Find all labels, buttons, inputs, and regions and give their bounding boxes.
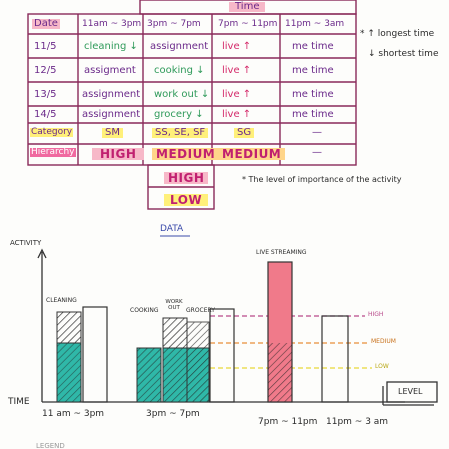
category-value: SS, SE, SF [152,128,209,138]
cell-activity: assignment [82,109,141,120]
hierarchy-value: — [312,147,322,158]
cell-activity: cooking ↓ [154,65,205,76]
note-shortest: ↓ shortest time [368,49,439,59]
chart-axes [37,248,405,403]
chart-title: DATA [160,224,184,234]
level-label-low: LOW [375,363,389,370]
x-tick-label: 3pm ~ 7pm [146,409,200,419]
category-value: — [312,127,322,138]
x-tick-label: 11pm ~ 3 am [326,417,389,427]
bar-group-11pm-3am [321,315,349,403]
category-value: SG [234,128,255,138]
header-slot-2: 3pm ~ 7pm [147,19,201,29]
cell-activity: me time [292,65,334,76]
y-axis-label: ACTIVITY [10,239,42,247]
header-slot-3: 7pm ~ 11pm [218,19,278,29]
bar-group-11am-3pm [56,306,108,403]
row-date: 12/5 [34,65,57,76]
header-slot-4: 11pm ~ 3am [285,19,345,29]
level-label-medium: MEDIUM [371,338,396,345]
note-importance: * The level of importance of the activit… [242,175,402,184]
x-axis-label: TIME [8,397,30,407]
cell-activity: me time [292,41,334,52]
cell-activity: live ↑ [222,89,252,100]
bar-live-streaming-hatch [268,343,292,402]
cell-activity: work out ↓ [154,89,210,100]
cell-activity: grocery ↓ [154,109,204,120]
note-shortest-text: shortest time [378,49,439,59]
schedule-table-grid [27,0,357,210]
bar-workout-top [162,317,188,349]
row-date: 13/5 [34,89,57,100]
bar-workout-hatch [163,348,187,402]
bar-group-3pm-7pm [136,308,235,403]
legend-label: LEVEL [398,387,423,396]
row-date: 14/5 [34,109,57,120]
cell-activity: cleaning ↓ [84,41,138,52]
bar-cleaning-hatch-low [57,343,81,402]
cell-activity: me time [292,89,334,100]
hierarchy-value: MEDIUM [152,148,220,160]
hierarchy-value: MEDIUM [218,148,286,160]
cell-activity: live ↑ [222,109,252,120]
cell-activity: assignment [82,89,141,100]
bar-assignment-2 [209,308,235,403]
x-tick-label: 7pm ~ 11pm [258,417,318,427]
legend-box [386,381,438,403]
bar-cleaning-hatch [56,311,82,344]
cell-activity: assigment [84,65,136,76]
category-label: Category [30,127,74,137]
category-value: SM [102,128,123,138]
cell-activity: me time [292,109,334,120]
bar-grocery-hatch [186,321,210,403]
bar-label: LIVE STREAMING [256,249,307,256]
bar-label: CLEANING [46,297,77,304]
hierarchy-legend-high: HIGH [164,172,209,184]
footer-partial-text: LEGEND [36,443,65,449]
note-longest-text: longest time [377,29,435,39]
table-title: Time [229,2,266,12]
header-date: Date [32,18,60,29]
bar-label: GROCERY [186,307,215,314]
bar-label: COOKING [130,307,159,314]
row-date: 11/5 [34,41,57,52]
header-slot-1: 11am ~ 3pm [82,19,142,29]
cell-activity: live ↑ [222,41,252,52]
bar-group-7pm-11pm [267,261,293,403]
cell-activity: live ↑ [222,65,252,76]
hierarchy-legend-low: LOW [164,194,209,206]
x-tick-label: 11 am ~ 3pm [42,409,105,419]
level-label-high: HIGH [368,311,384,318]
bar-cooking-hatch [137,348,161,402]
cell-activity: assignment [150,41,209,52]
bar-assignment-1 [82,306,108,403]
hierarchy-value: HIGH [92,148,145,160]
bar-label: WORK OUT [165,299,183,311]
note-importance-text: The level of importance of the activity [248,175,402,184]
note-longest: * ↑ longest time [360,29,435,39]
hierarchy-label: Hierarchy [30,147,76,157]
bar-me-time [321,315,349,403]
